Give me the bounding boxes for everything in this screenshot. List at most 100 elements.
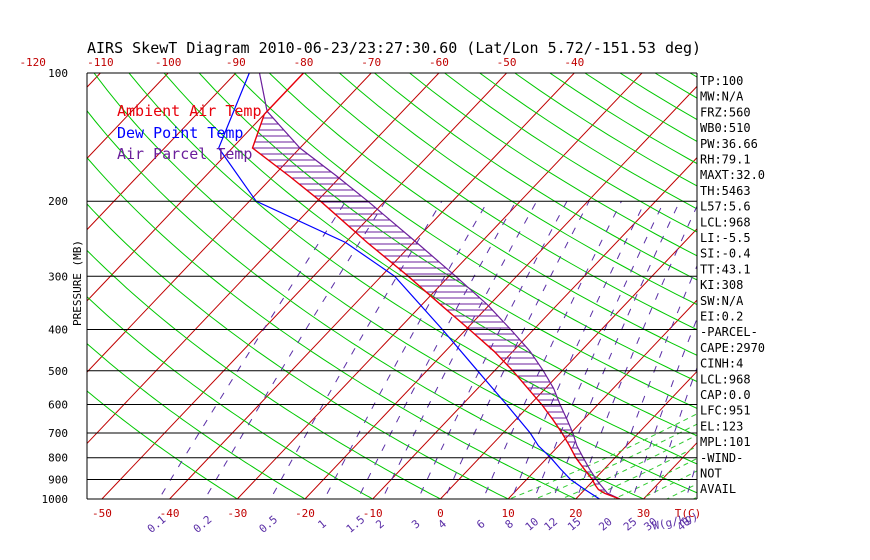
moist-adiabat-line — [586, 445, 697, 499]
index-label: TT:43.1 — [700, 262, 751, 276]
bottom-temp-tick-label: 20 — [569, 507, 582, 520]
pressure-tick-label: 100 — [48, 67, 68, 80]
pressure-tick-label: 400 — [48, 323, 68, 336]
isotherm-line — [575, 370, 697, 499]
mixing-ratio-line — [323, 200, 489, 499]
mixing-ratio-line — [631, 317, 697, 499]
index-label: FRZ:560 — [700, 105, 751, 119]
dry-adiabat-line — [339, 73, 697, 306]
bottom-temp-tick-label: 10 — [501, 507, 514, 520]
dry-adiabat-line — [87, 390, 239, 499]
top-temp-tick-label: -110 — [87, 56, 114, 69]
isotherm-line — [87, 73, 237, 231]
mixing-ratio-line — [381, 200, 538, 499]
index-label: CAPE:2970 — [700, 341, 765, 355]
ambient-temp-line — [251, 73, 621, 499]
dry-adiabat-line — [444, 73, 697, 233]
isotherm-line — [779, 73, 870, 499]
mixing-ratio-line — [158, 200, 347, 499]
top-temp-tick-label: -120 — [19, 56, 46, 69]
dry-adiabat-line — [409, 73, 697, 257]
isotherm-line — [507, 299, 697, 499]
index-label: PW:36.66 — [700, 137, 758, 151]
index-label: CAP:0.0 — [700, 388, 751, 402]
dry-adiabat-line — [87, 110, 645, 499]
index-label: TH:5463 — [700, 184, 751, 198]
mixing-ratio-label: 20 — [596, 515, 615, 533]
mixing-ratio-line — [607, 264, 697, 499]
isotherm-line — [440, 228, 697, 499]
bottom-temp-tick-label: -50 — [92, 507, 112, 520]
isotherm-line — [87, 73, 372, 373]
isotherm-line — [0, 73, 33, 499]
index-label: L57:5.6 — [700, 200, 751, 214]
top-temp-tick-label: -70 — [361, 56, 381, 69]
bottom-temp-tick-label: -10 — [363, 507, 383, 520]
dry-adiabat-line — [87, 156, 577, 499]
mixing-ratio-label: 0.5 — [257, 513, 281, 536]
top-temp-tick-label: -100 — [155, 56, 182, 69]
moist-adiabat-line — [560, 434, 697, 499]
isotherm-line — [101, 73, 507, 499]
isotherm-line — [87, 73, 169, 160]
index-label: LFC:951 — [700, 404, 751, 418]
index-label: CINH:4 — [700, 357, 743, 371]
dry-adiabat-line — [654, 73, 697, 99]
bottom-temp-tick-label: 30 — [637, 507, 650, 520]
index-label: TP:100 — [700, 74, 743, 88]
index-label: SW:N/A — [700, 294, 744, 308]
index-label: EI:0.2 — [700, 310, 743, 324]
dry-adiabat-line — [163, 73, 697, 437]
dry-adiabat-line — [760, 73, 870, 508]
mixing-ratio-line — [552, 200, 681, 499]
top-temp-tick-label: -90 — [226, 56, 246, 69]
mixing-ratio-line — [576, 205, 697, 499]
dry-adiabat-line — [479, 73, 697, 210]
pressure-tick-label: 800 — [48, 452, 68, 465]
pressure-tick-label: 1000 — [42, 493, 69, 506]
moist-adiabat-line — [612, 457, 697, 499]
top-temp-tick-label: -40 — [564, 56, 584, 69]
index-label: NOT — [700, 467, 722, 481]
mixing-ratio-label: 12 — [542, 515, 561, 533]
isotherm-line — [87, 73, 440, 445]
pressure-tick-label: 500 — [48, 365, 68, 378]
top-temp-tick-label: -50 — [497, 56, 517, 69]
isotherm-line — [304, 85, 697, 499]
y-axis-label: PRESSURE (MB) — [71, 240, 84, 326]
dewpoint-temp-line — [218, 73, 600, 499]
mixing-ratio-line — [533, 200, 665, 499]
mixing-ratio-line — [357, 200, 517, 499]
isotherm-line — [87, 73, 304, 302]
mixing-ratio-label: 2 — [373, 517, 386, 531]
dry-adiabat-line — [374, 73, 697, 281]
isotherm-line — [372, 156, 697, 499]
dry-adiabat-line — [304, 73, 697, 331]
mixing-ratio-line — [652, 366, 697, 499]
index-label: EL:123 — [700, 419, 743, 433]
top-temp-tick-label: -80 — [294, 56, 314, 69]
pressure-tick-label: 900 — [48, 474, 68, 487]
top-temp-tick-label: -60 — [429, 56, 449, 69]
bottom-temp-tick-label: -40 — [160, 507, 180, 520]
index-label: LCL:968 — [700, 372, 751, 386]
pressure-tick-label: 700 — [48, 427, 68, 440]
dry-adiabat-line — [93, 73, 697, 494]
parcel-temp-line — [258, 73, 621, 499]
bottom-temp-tick-label: -20 — [295, 507, 315, 520]
index-label: LI:-5.5 — [700, 231, 751, 245]
mixing-ratio-label: 10 — [523, 515, 542, 533]
index-label: -PARCEL- — [700, 325, 758, 339]
dry-adiabat-line — [233, 73, 697, 383]
index-label: SI:-0.4 — [700, 247, 751, 261]
index-label: -WIND- — [700, 451, 743, 465]
dry-adiabat-line — [795, 73, 870, 508]
dry-adiabat-line — [87, 203, 510, 499]
mixing-ratio-line — [270, 200, 443, 499]
bottom-temp-tick-label: 0 — [437, 507, 444, 520]
index-label: RH:79.1 — [700, 153, 751, 167]
index-label: LCL:968 — [700, 215, 751, 229]
legend-dewpoint: Dew Point Temp — [117, 124, 243, 142]
mixing-ratio-line — [204, 200, 386, 499]
